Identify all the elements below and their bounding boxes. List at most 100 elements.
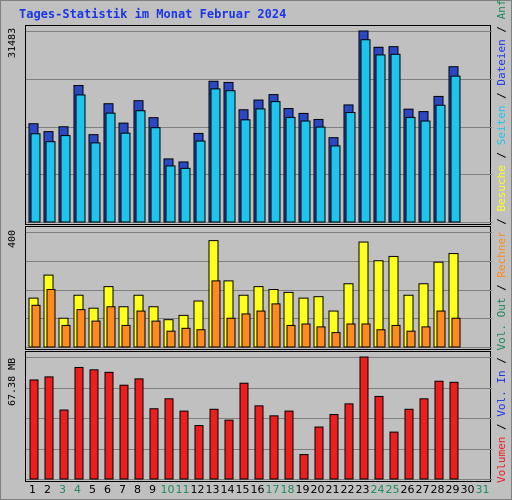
bar-dateien-day-29 bbox=[450, 75, 461, 223]
volume-ymax-label: 67.38 MB bbox=[7, 357, 18, 406]
legend-separator: / bbox=[495, 350, 508, 371]
x-tick-day-15: 15 bbox=[235, 483, 250, 496]
legend-separator: / bbox=[495, 85, 508, 106]
bar-dateien-day-17 bbox=[270, 101, 281, 223]
x-tick-day-6: 6 bbox=[104, 483, 111, 496]
bar-dateien-day-19 bbox=[300, 120, 311, 223]
bar-rechner-day-11 bbox=[181, 327, 191, 348]
bar-volumen-day-5 bbox=[89, 369, 99, 480]
legend-item-anfragen: Anfragen bbox=[495, 0, 508, 19]
x-tick-day-13: 13 bbox=[205, 483, 220, 496]
bar-volumen-day-1 bbox=[29, 379, 39, 480]
bar-dateien-day-12 bbox=[195, 140, 206, 223]
bar-rechner-day-17 bbox=[271, 303, 281, 348]
bar-dateien-day-4 bbox=[75, 94, 86, 223]
bar-rechner-day-7 bbox=[121, 324, 131, 348]
bar-dateien-day-10 bbox=[165, 165, 176, 223]
visits-chart bbox=[26, 232, 492, 348]
bar-volumen-day-15 bbox=[239, 382, 249, 480]
bar-volumen-day-24 bbox=[374, 395, 384, 480]
volume-chart-panel bbox=[25, 351, 492, 482]
bar-dateien-day-13 bbox=[210, 88, 221, 223]
legend-separator: / bbox=[495, 19, 508, 40]
bar-rechner-day-13 bbox=[211, 280, 221, 348]
bar-rechner-day-12 bbox=[196, 329, 206, 348]
bar-rechner-day-1 bbox=[31, 304, 41, 348]
bar-dateien-day-2 bbox=[45, 141, 56, 223]
bar-dateien-day-14 bbox=[225, 90, 236, 223]
bar-volumen-day-2 bbox=[44, 376, 54, 480]
bar-volumen-day-21 bbox=[329, 414, 339, 480]
visits-chart-panel bbox=[25, 226, 492, 350]
bar-volumen-day-20 bbox=[314, 426, 324, 480]
bar-rechner-day-8 bbox=[136, 310, 146, 348]
bar-rechner-day-29 bbox=[451, 317, 461, 348]
bar-volumen-day-7 bbox=[119, 384, 129, 480]
hits-chart-panel bbox=[25, 25, 492, 225]
x-tick-day-11: 11 bbox=[175, 483, 190, 496]
bar-dateien-day-7 bbox=[120, 132, 131, 223]
bar-rechner-day-22 bbox=[346, 323, 356, 348]
x-tick-day-31: 31 bbox=[475, 483, 490, 496]
legend-item-dateien: Dateien bbox=[495, 39, 508, 86]
bar-volumen-day-10 bbox=[164, 398, 174, 480]
x-tick-day-19: 19 bbox=[295, 483, 310, 496]
legend-separator: / bbox=[495, 416, 508, 437]
x-tick-day-24: 24 bbox=[370, 483, 385, 496]
x-tick-day-14: 14 bbox=[220, 483, 235, 496]
bar-dateien-day-3 bbox=[60, 135, 71, 223]
bar-volumen-day-17 bbox=[269, 415, 279, 480]
legend-item-vol-in: Vol. In bbox=[495, 370, 508, 417]
x-tick-day-8: 8 bbox=[134, 483, 141, 496]
x-tick-day-22: 22 bbox=[340, 483, 355, 496]
bar-dateien-day-23 bbox=[360, 39, 371, 223]
x-tick-day-16: 16 bbox=[250, 483, 265, 496]
bar-volumen-day-11 bbox=[179, 410, 189, 480]
bar-volumen-day-14 bbox=[224, 419, 234, 480]
x-tick-day-1: 1 bbox=[29, 483, 36, 496]
x-tick-day-28: 28 bbox=[430, 483, 445, 496]
bar-dateien-day-8 bbox=[135, 110, 146, 223]
bar-rechner-day-20 bbox=[316, 326, 326, 348]
x-tick-day-4: 4 bbox=[74, 483, 81, 496]
volume-chart bbox=[26, 356, 492, 480]
legend-text: Volumen / Vol. In / Vol. Out / Rechner /… bbox=[495, 0, 509, 483]
chart-title: Tages-Statistik im Monat Februar 2024 bbox=[19, 7, 287, 21]
bar-volumen-day-26 bbox=[404, 408, 414, 480]
legend-item-vol-out: Vol. Out bbox=[495, 297, 508, 351]
x-tick-day-9: 9 bbox=[149, 483, 156, 496]
right-legend: Volumen / Vol. In / Vol. Out / Rechner /… bbox=[495, 0, 509, 483]
bar-rechner-day-24 bbox=[376, 329, 386, 348]
bar-volumen-day-16 bbox=[254, 405, 264, 480]
bar-dateien-day-15 bbox=[240, 119, 251, 223]
bar-rechner-day-5 bbox=[91, 320, 101, 348]
bar-volumen-day-8 bbox=[134, 378, 144, 480]
bar-dateien-day-24 bbox=[375, 54, 386, 223]
bar-rechner-day-28 bbox=[436, 310, 446, 348]
bar-dateien-day-21 bbox=[330, 145, 341, 223]
x-tick-day-30: 30 bbox=[460, 483, 475, 496]
hits-chart bbox=[26, 30, 492, 223]
bar-volumen-day-9 bbox=[149, 408, 159, 480]
visits-ymax-label: 400 bbox=[7, 229, 18, 248]
bar-dateien-day-22 bbox=[345, 112, 356, 223]
legend-item-volumen: Volumen bbox=[495, 436, 508, 483]
bar-dateien-day-5 bbox=[90, 142, 101, 223]
bar-dateien-day-25 bbox=[390, 53, 401, 223]
bar-rechner-day-23 bbox=[361, 323, 371, 348]
x-tick-day-27: 27 bbox=[415, 483, 430, 496]
bar-volumen-day-22 bbox=[344, 403, 354, 480]
x-tick-day-20: 20 bbox=[310, 483, 325, 496]
bar-dateien-day-6 bbox=[105, 112, 116, 223]
bar-rechner-day-27 bbox=[421, 326, 431, 348]
bar-dateien-day-28 bbox=[435, 104, 446, 223]
x-tick-day-7: 7 bbox=[119, 483, 126, 496]
bar-rechner-day-25 bbox=[391, 324, 401, 348]
bar-volumen-day-3 bbox=[59, 409, 69, 480]
bar-dateien-day-16 bbox=[255, 108, 266, 223]
legend-item-rechner: Rechner bbox=[495, 231, 508, 278]
bar-dateien-day-18 bbox=[285, 116, 296, 223]
hits-ymax-label: 31483 bbox=[7, 27, 18, 58]
bar-volumen-day-12 bbox=[194, 425, 204, 480]
